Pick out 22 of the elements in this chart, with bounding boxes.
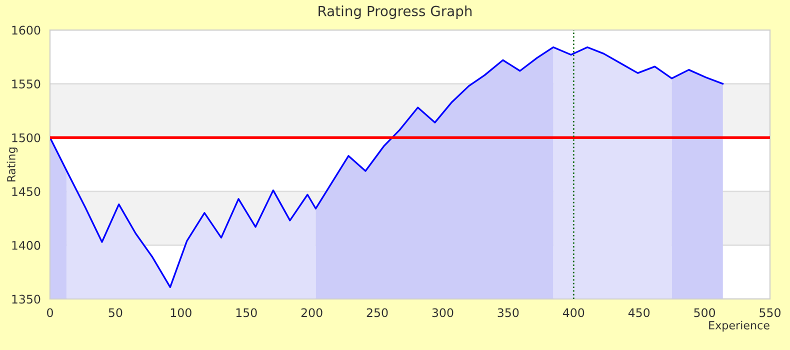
x-tick-label: 450 [628,308,650,318]
y-tick-label: 1400 [12,240,40,250]
x-tick-label: 50 [108,308,122,318]
x-tick-label: 100 [170,308,192,318]
x-tick-label: 150 [236,308,257,318]
x-tick-label: 200 [301,308,322,318]
x-tick-label: 550 [760,308,780,318]
x-tick-label: 400 [562,308,584,318]
line-series [50,46,724,288]
y-tick-label: 1550 [12,80,40,88]
x-tick-label: 300 [432,308,454,318]
x-axis-title: Experience [709,320,770,332]
x-tick-label: 250 [366,308,388,318]
x-tick-label: 500 [694,308,716,318]
x-tick-label: 0 [47,308,53,318]
x-tick-label: 350 [498,308,519,318]
y-tick-label: 1450 [12,187,40,196]
y-tick-label: 1600 [12,26,40,35]
y-tick-label: 1350 [12,294,40,304]
y-axis-title: Rating [6,148,18,182]
chart-title: Rating Progress Graph [318,6,472,19]
y-tick-label: 1500 [12,133,40,142]
